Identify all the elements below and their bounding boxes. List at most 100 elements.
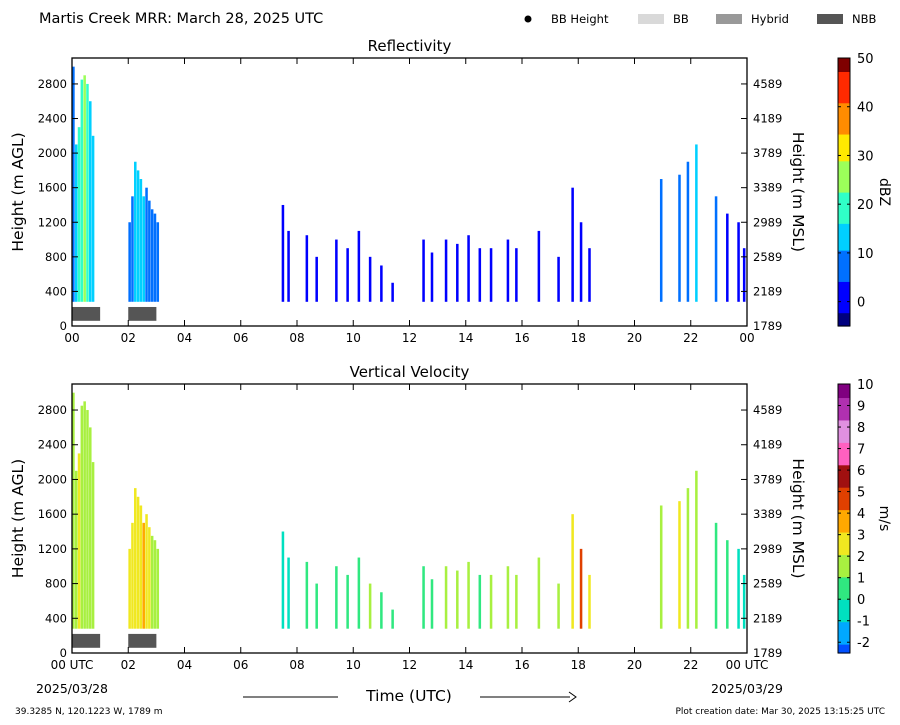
colorbar-segment: [838, 62, 850, 68]
y-right-tick-label: 2989: [753, 542, 782, 556]
echo-column: [72, 392, 75, 629]
colorbar-segment: [838, 165, 850, 171]
echo-column: [139, 505, 143, 629]
plot-frame: [71, 57, 748, 327]
echo-column: [91, 462, 95, 629]
echo-column: [742, 248, 746, 302]
colorbar-segment: [838, 58, 850, 64]
echo-column: [659, 179, 663, 302]
time-arrow-head: [568, 691, 577, 703]
colorbar-segment: [838, 227, 850, 233]
echo-column: [357, 557, 361, 629]
echo-column: [305, 561, 309, 629]
colorbar-segment: [838, 133, 850, 139]
colorbar-segment: [838, 241, 850, 247]
y-tick-label: 2800: [38, 403, 67, 417]
x-tick-label: 00 UTC: [51, 658, 94, 672]
x-tick-label: 08: [289, 658, 304, 672]
echo-column: [444, 239, 448, 302]
echo-column: [153, 540, 157, 629]
colorbar-segment: [838, 612, 850, 618]
echo-column: [131, 522, 134, 629]
y-right-tick-label: 2189: [753, 611, 782, 625]
echo-column: [695, 144, 698, 302]
nbb-period-bar: [128, 633, 157, 648]
y-axis-label: Height (m AGL): [9, 132, 27, 251]
echo-column: [659, 505, 663, 629]
colorbar-tick-label: 2: [857, 550, 865, 565]
echo-column: [357, 230, 361, 302]
echo-column: [148, 200, 151, 302]
echo-column: [380, 592, 383, 629]
echo-column: [422, 566, 425, 629]
echo-column: [506, 239, 510, 302]
echo-column: [287, 230, 290, 302]
y-tick-label: 0: [60, 319, 67, 333]
y-tick-label: 800: [45, 250, 67, 264]
colorbar-tick-label: 0: [857, 593, 865, 608]
echo-column: [74, 470, 78, 629]
colorbar-segment: [838, 401, 850, 408]
y-right-tick-label: 1789: [753, 646, 782, 660]
colorbar-segment: [838, 617, 850, 623]
x-tick-label: 20: [627, 658, 642, 672]
colorbar-segment: [838, 451, 850, 457]
y-right-tick-label: 4189: [753, 112, 782, 126]
x-tick-label: 06: [233, 331, 248, 345]
colorbar-segment: [838, 267, 850, 273]
echo-column: [156, 222, 160, 302]
colorbar-segment: [838, 406, 850, 412]
x-tick-label: 04: [177, 658, 192, 672]
colorbar-segment: [838, 599, 850, 605]
echo-column: [139, 179, 143, 302]
echo-column: [537, 557, 541, 629]
colorbar-segment: [838, 419, 850, 425]
end-date-label: 2025/03/29: [711, 681, 783, 696]
echo-column: [571, 187, 574, 302]
legend-label: Hybrid: [751, 12, 789, 26]
echo-column: [150, 535, 154, 629]
colorbar-segment: [838, 232, 850, 238]
y-tick-label: 1200: [38, 215, 67, 229]
colorbar-segment: [838, 464, 850, 470]
colorbar-segment: [838, 522, 850, 529]
colorbar-label: dBZ: [876, 178, 892, 206]
colorbar-segment: [838, 223, 850, 229]
echo-column: [571, 514, 574, 629]
echo-column: [86, 410, 89, 629]
colorbar-segment: [838, 576, 850, 582]
colorbar-segment: [838, 75, 850, 81]
y-axis-label: Height (m AGL): [9, 459, 27, 578]
colorbar-segment: [838, 536, 850, 542]
echo-column: [515, 248, 518, 302]
colorbar-segment: [838, 545, 850, 551]
colorbar-segment: [838, 120, 850, 126]
colorbar-tick-label: 9: [857, 400, 865, 415]
legend-label: BB Height: [551, 12, 609, 26]
colorbar-segment: [838, 66, 850, 72]
y-tick-label: 2400: [38, 438, 67, 452]
echo-column: [467, 561, 470, 629]
colorbar-segment: [838, 205, 850, 211]
x-tick-label: 00 UTC: [726, 658, 769, 672]
colorbar-segment: [838, 478, 850, 484]
colorbar-segment: [838, 585, 850, 591]
colorbar-segment: [838, 125, 850, 131]
echo-column: [579, 548, 583, 629]
colorbar-segment: [838, 272, 850, 278]
colorbar-segment: [838, 151, 850, 157]
creation-date-label: Plot creation date: Mar 30, 2025 13:15:2…: [675, 707, 885, 717]
echo-column: [72, 66, 75, 302]
echo-column: [142, 522, 145, 629]
colorbar-segment: [838, 518, 850, 524]
colorbar-segment: [838, 160, 850, 166]
echo-column: [714, 196, 718, 302]
echo-column: [77, 127, 81, 302]
y-tick-label: 2800: [38, 77, 67, 91]
legend: BB Height BB Hybrid NBB: [524, 12, 876, 26]
colorbar-segment: [838, 245, 850, 251]
colorbar-segment: [838, 290, 850, 296]
colorbar-segment: [838, 71, 850, 77]
x-tick-label: 16: [514, 658, 529, 672]
